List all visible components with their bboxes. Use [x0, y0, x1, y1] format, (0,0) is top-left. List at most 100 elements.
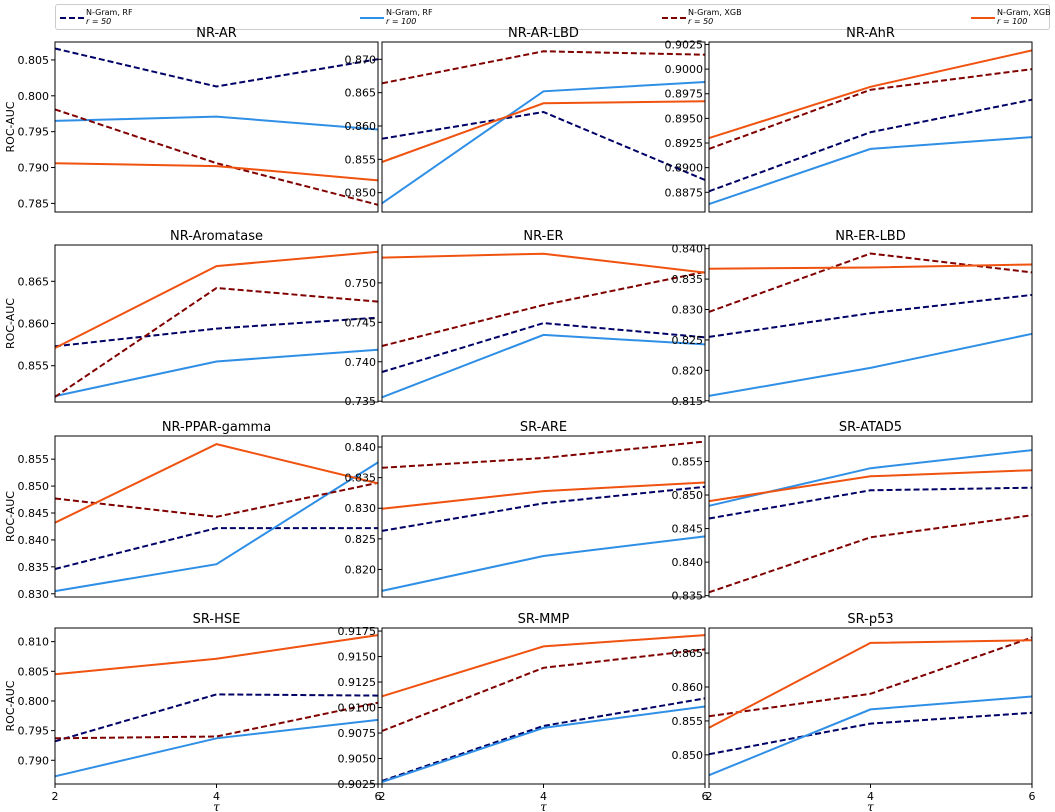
y-tick-label: 0.825	[345, 533, 377, 546]
series-line	[54, 461, 379, 593]
series-line	[381, 481, 706, 510]
plot-frame	[54, 627, 379, 785]
y-tick-label: 0.835	[345, 472, 377, 485]
x-tick-label: 6	[1029, 790, 1036, 803]
subplot-title: NR-AhR	[846, 26, 895, 41]
x-axis-label: τ	[213, 800, 220, 812]
series-line	[708, 252, 1033, 313]
y-tick-label: 0.845	[672, 523, 704, 536]
series-line	[708, 293, 1033, 338]
series-line	[54, 250, 379, 349]
y-tick-label: 0.845	[18, 507, 50, 520]
series-line	[381, 705, 706, 783]
legend-sublabel: r = 100	[997, 17, 1028, 26]
x-tick-label: 4	[540, 790, 547, 803]
y-tick-label: 0.9075	[338, 727, 377, 740]
y-tick-label: 0.800	[18, 695, 50, 708]
x-tick-label: 2	[379, 790, 386, 803]
legend-swatch-rf-50	[60, 17, 84, 19]
series-line	[708, 486, 1033, 520]
y-tick-label: 0.835	[672, 273, 704, 286]
y-tick-label: 0.790	[18, 754, 50, 767]
x-tick-label: 6	[702, 790, 709, 803]
y-tick-label: 0.8900	[665, 162, 704, 175]
y-tick-label: 0.850	[672, 749, 704, 762]
subplot-title: NR-AR-LBD	[508, 26, 579, 41]
series-line	[708, 449, 1033, 507]
subplot-title: SR-MMP	[518, 612, 570, 627]
subplot-title: SR-ARE	[520, 420, 567, 435]
x-tick-label: 2	[706, 790, 713, 803]
subplot-title: NR-AR	[196, 26, 237, 41]
y-tick-label: 0.9000	[665, 63, 704, 76]
series-line	[381, 485, 706, 532]
plot-frame	[381, 244, 706, 403]
y-tick-label: 0.9100	[338, 702, 377, 715]
y-tick-label: 0.850	[672, 489, 704, 502]
y-tick-label: 0.795	[18, 725, 50, 738]
y-tick-label: 0.835	[672, 590, 704, 603]
y-tick-label: 0.9050	[338, 753, 377, 766]
legend-sublabel: r = 50	[688, 17, 714, 26]
y-tick-label: 0.820	[672, 364, 704, 377]
series-line	[381, 440, 706, 469]
y-tick-label: 0.805	[18, 54, 50, 67]
subplot-title: NR-ER-LBD	[835, 229, 906, 244]
series-line	[381, 100, 706, 163]
y-tick-label: 0.740	[345, 356, 377, 369]
subplot-title: NR-ER	[523, 229, 563, 244]
series-line	[54, 443, 379, 524]
y-axis-label: ROC-AUC	[4, 298, 17, 349]
series-line	[381, 535, 706, 592]
plot-frame	[708, 41, 1033, 213]
series-line	[708, 98, 1033, 193]
y-tick-label: 0.850	[345, 187, 377, 200]
y-tick-label: 0.9175	[338, 625, 377, 638]
plot-frame	[381, 41, 706, 213]
series-line	[708, 136, 1033, 206]
y-tick-label: 0.830	[345, 502, 377, 515]
y-tick-label: 0.840	[672, 243, 704, 256]
series-line	[54, 634, 379, 676]
x-axis-label: τ	[867, 800, 874, 812]
y-tick-label: 0.9150	[338, 651, 377, 664]
legend-swatch-xgb-50	[662, 17, 686, 19]
y-tick-label: 0.830	[18, 588, 50, 601]
series-line	[708, 514, 1033, 594]
y-tick-label: 0.830	[672, 304, 704, 317]
y-tick-label: 0.9025	[338, 778, 377, 791]
legend-label: N-Gram, RF	[86, 8, 133, 17]
series-line	[381, 270, 706, 347]
y-tick-label: 0.745	[345, 316, 377, 329]
x-axis-label: τ	[540, 800, 547, 812]
x-tick-label: 2	[52, 790, 59, 803]
series-line	[54, 108, 379, 206]
y-tick-label: 0.865	[18, 275, 50, 288]
y-tick-label: 0.840	[672, 556, 704, 569]
plot-frame	[54, 41, 379, 213]
series-line	[708, 332, 1033, 397]
series-line	[708, 469, 1033, 503]
series-line	[381, 333, 706, 399]
plot-frame	[708, 244, 1033, 403]
y-tick-label: 0.865	[672, 647, 704, 660]
y-tick-label: 0.735	[345, 395, 377, 408]
series-line	[708, 49, 1033, 140]
series-line	[708, 68, 1033, 150]
y-tick-label: 0.820	[345, 563, 377, 576]
y-tick-label: 0.8950	[665, 112, 704, 125]
series-line	[54, 47, 379, 88]
y-tick-label: 0.750	[345, 277, 377, 290]
legend-sublabel: r = 100	[386, 17, 417, 26]
y-tick-label: 0.865	[345, 87, 377, 100]
legend-label: N-Gram, XGB	[997, 8, 1051, 17]
legend-swatch-rf-100	[360, 17, 384, 19]
series-line	[381, 50, 706, 85]
legend-label: N-Gram, RF	[386, 8, 433, 17]
y-tick-label: 0.870	[345, 53, 377, 66]
series-line	[708, 636, 1033, 718]
plot-frame	[708, 435, 1033, 598]
series-line	[54, 286, 379, 398]
subplot-title: NR-PPAR-gamma	[162, 420, 271, 435]
y-tick-label: 0.850	[18, 480, 50, 493]
